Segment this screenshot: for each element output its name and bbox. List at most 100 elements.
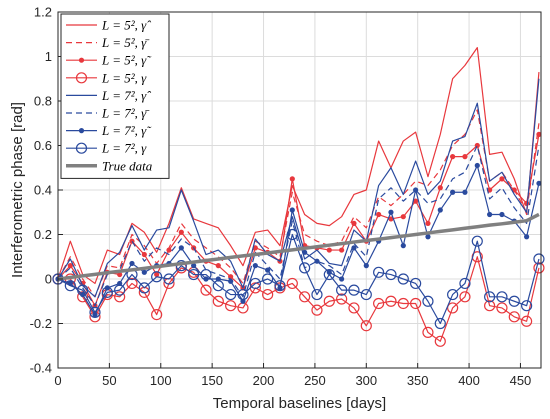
data-point [64, 280, 76, 292]
data-point [437, 185, 443, 191]
data-point [92, 312, 98, 318]
data-point [536, 180, 542, 186]
y-tick-label: -0.4 [30, 361, 52, 376]
data-point [323, 268, 335, 281]
data-point [302, 249, 308, 255]
data-point [425, 220, 431, 226]
legend-label: L = 5², γ̃ [101, 53, 152, 68]
legend-box [60, 13, 170, 179]
data-point [496, 302, 508, 314]
data-point [351, 220, 357, 226]
x-tick-label: 450 [510, 373, 532, 388]
data-point [348, 284, 360, 296]
data-point [397, 297, 409, 310]
x-tick-label: 100 [150, 373, 172, 388]
data-point [141, 269, 147, 275]
data-point [154, 271, 160, 278]
legend-marker [78, 128, 85, 134]
data-point [410, 277, 422, 290]
data-point [400, 243, 406, 249]
data-point [388, 209, 394, 215]
legend-label: L = 5², γ [101, 70, 147, 85]
data-point [89, 306, 101, 318]
data-point [351, 245, 357, 251]
data-point [360, 320, 372, 332]
data-point [77, 291, 89, 303]
data-point [77, 284, 89, 296]
data-point [397, 273, 409, 285]
legend: L = 5², γ̂ L = 5², γ̄ L = 5², γ̃ L = 5², γ L… [60, 13, 170, 179]
data-point [413, 198, 419, 204]
data-point [299, 291, 311, 303]
data-point [114, 284, 126, 296]
data-point [212, 280, 224, 292]
x-tick-label: 200 [253, 373, 275, 388]
data-point [484, 300, 496, 312]
data-point [496, 291, 508, 303]
data-point [117, 271, 123, 278]
data-point [286, 228, 298, 241]
legend-marker [78, 57, 85, 63]
data-point [339, 247, 345, 253]
data-point [178, 229, 184, 235]
data-point [363, 263, 369, 269]
data-point [376, 211, 382, 218]
data-point [262, 273, 274, 285]
data-point [410, 297, 422, 310]
data-point [422, 326, 434, 338]
data-point [326, 269, 332, 275]
series-line [57, 233, 540, 325]
axis-ticks: 0 50 100 150 200 250 300 350 400 450 -0.4 -0.2 0 0.2 0… [30, 5, 532, 389]
data-point [225, 300, 237, 312]
data-point [533, 253, 545, 265]
data-point [459, 291, 471, 303]
data-point [212, 295, 224, 307]
data-point [437, 207, 443, 213]
data-point [508, 295, 520, 307]
series-line [57, 78, 540, 298]
data-point [336, 284, 348, 296]
data-point [141, 251, 147, 258]
data-point [166, 247, 172, 253]
legend-marker [75, 142, 88, 154]
x-tick-label: 150 [201, 373, 223, 388]
data-point [200, 268, 212, 281]
legend-label: L = 5², γ̄ [101, 35, 150, 50]
data-point [163, 273, 175, 285]
x-tick-label: 400 [458, 373, 480, 388]
data-point [385, 268, 397, 281]
data-point [499, 211, 505, 218]
series-4 [57, 78, 540, 298]
data-point [326, 247, 332, 253]
data-point [459, 277, 471, 290]
data-point [289, 207, 295, 213]
data-point [385, 295, 397, 307]
legend-label: L = 7², γ [101, 141, 147, 156]
data-point [533, 262, 545, 274]
data-point [252, 263, 258, 269]
x-tick-label: 300 [355, 373, 377, 388]
data-point [487, 211, 493, 218]
data-point [101, 286, 113, 298]
data-point [360, 288, 372, 301]
data-point [413, 187, 419, 193]
data-point [434, 317, 446, 330]
data-point [277, 285, 283, 291]
data-point [521, 315, 533, 327]
data-point [114, 291, 126, 303]
data-point [151, 309, 163, 321]
data-point [200, 284, 212, 296]
legend-label: L = 7², γ̄ [101, 106, 150, 121]
data-point [249, 277, 261, 290]
data-point [348, 302, 360, 314]
data-point [521, 300, 533, 312]
data-point [289, 176, 295, 182]
series-7 [52, 228, 545, 330]
data-point [450, 189, 456, 195]
data-point [434, 335, 446, 347]
data-point [524, 200, 530, 206]
x-tick-label: 0 [54, 373, 61, 388]
y-tick-label: 1.2 [34, 5, 52, 20]
data-point [524, 234, 530, 240]
